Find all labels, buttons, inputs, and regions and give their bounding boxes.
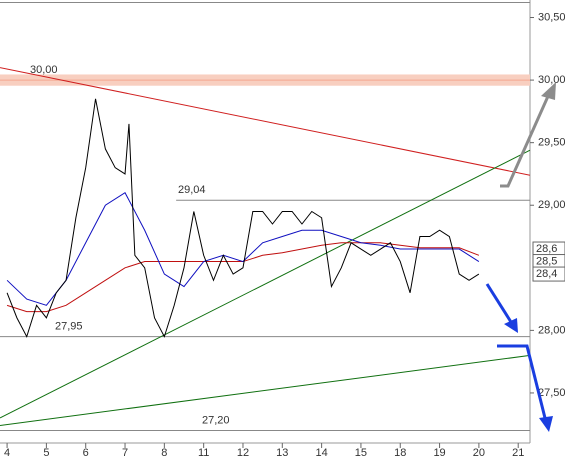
x-tick-label: 12 [237, 447, 249, 459]
down-arrow [485, 283, 513, 323]
x-tick-label: 6 [83, 447, 89, 459]
price-label: 28,4 [536, 268, 557, 280]
x-tick-label: 13 [276, 447, 288, 459]
x-tick-label: 15 [355, 447, 367, 459]
trendline [0, 67, 531, 176]
y-tick-label: 29,00 [538, 199, 565, 211]
series-line [6, 98, 480, 338]
x-tick-label: 4 [4, 447, 10, 459]
x-tick-label: 11 [198, 447, 209, 459]
down-arrow [497, 344, 547, 419]
x-tick-label: 20 [473, 447, 485, 459]
x-tick-label: 7 [122, 447, 128, 459]
down-arrowhead [504, 318, 518, 333]
trendline [0, 354, 531, 426]
level-label: 30,00 [30, 64, 58, 76]
level-label: 27,20 [202, 414, 230, 426]
trendline [0, 149, 531, 419]
price-label-box [532, 266, 565, 282]
x-tick-label: 21 [512, 447, 524, 459]
series-line [6, 192, 480, 306]
y-tick-label: 29,50 [538, 137, 565, 149]
y-tick-label: 27,50 [538, 387, 565, 399]
x-tick-label: 14 [315, 447, 327, 459]
x-tick-label: 8 [161, 447, 167, 459]
y-tick-label: 30,00 [538, 74, 565, 86]
level-label: 29,04 [178, 184, 206, 196]
price-label: 28,6 [536, 243, 557, 255]
down-arrowhead [539, 416, 553, 432]
y-tick-label: 28,00 [538, 324, 565, 336]
price-label: 28,5 [536, 255, 557, 267]
up-arrowhead [541, 82, 556, 100]
x-tick-label: 19 [433, 447, 445, 459]
up-arrow [500, 93, 551, 188]
level-label: 27,95 [55, 321, 83, 333]
y-tick-label: 30,50 [538, 11, 565, 23]
x-tick-label: 5 [43, 447, 49, 459]
x-tick-label: 18 [394, 447, 406, 459]
